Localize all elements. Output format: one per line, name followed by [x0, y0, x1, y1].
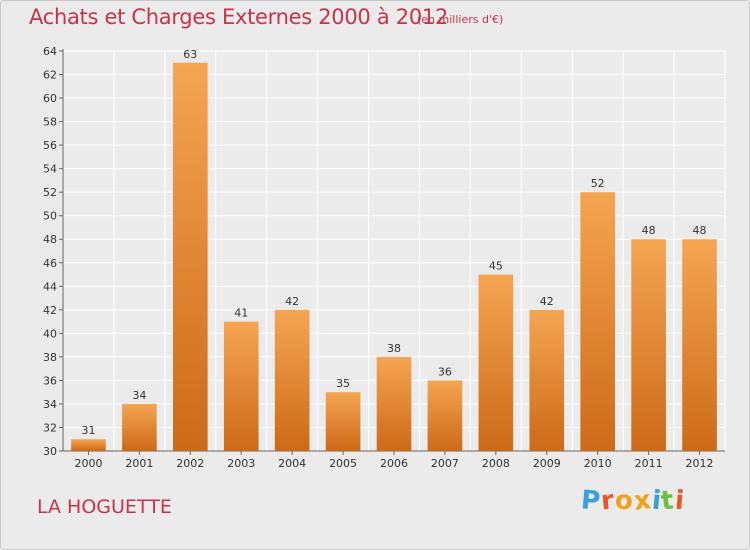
y-tick-label: 62: [43, 69, 57, 82]
data-label: 42: [285, 295, 299, 308]
y-tick-label: 60: [43, 92, 57, 105]
logo-letter: i: [673, 485, 687, 517]
data-label: 35: [336, 377, 350, 390]
bar: [325, 392, 361, 451]
data-label: 41: [234, 307, 248, 320]
x-tick-label: 2002: [176, 457, 204, 470]
x-tick-label: 2011: [635, 457, 663, 470]
y-tick-label: 54: [43, 163, 57, 176]
data-label: 52: [591, 177, 605, 190]
y-tick-label: 50: [43, 210, 57, 223]
data-label: 63: [183, 48, 197, 61]
bars: [71, 62, 717, 452]
bar: [478, 274, 514, 451]
data-label: 34: [132, 389, 146, 402]
location-label: LA HOGUETTE: [37, 496, 172, 518]
bar: [631, 239, 666, 451]
y-tick-label: 46: [43, 257, 57, 270]
data-label: 31: [81, 424, 95, 437]
proxiti-logo: Proxiti: [580, 485, 687, 517]
x-tick-label: 2004: [278, 457, 306, 470]
x-tick-label: 2012: [686, 457, 714, 470]
bar: [71, 439, 106, 451]
y-tick-label: 42: [43, 304, 57, 317]
y-tick-label: 38: [43, 351, 57, 364]
bar: [529, 309, 565, 451]
x-tick-label: 2005: [329, 457, 357, 470]
y-tick-label: 36: [43, 374, 57, 387]
data-labels: 31 34 63 41 42 35 38 36 45 42 52 48 48: [81, 48, 706, 437]
y-tick-label: 44: [43, 280, 57, 293]
y-tick-label: 48: [43, 233, 57, 246]
bar: [427, 380, 463, 451]
y-tick-label: 32: [43, 421, 57, 434]
data-label: 48: [693, 224, 707, 237]
y-tick-label: 40: [43, 327, 57, 340]
x-tick-label: 2007: [431, 457, 459, 470]
bar: [122, 403, 157, 451]
y-tick-label: 64: [43, 45, 57, 58]
x-tick-label: 2009: [533, 457, 561, 470]
x-tick-label: 2008: [482, 457, 510, 470]
y-tick-labels: 30 32 34 36 38 40 42 44 46 48 50 52 54 56 58 60 62 64: [43, 45, 57, 458]
bar: [172, 62, 208, 451]
data-label: 36: [438, 365, 452, 378]
x-tick-label: 2000: [74, 457, 102, 470]
x-tick-labels: 2000 2001 2002 2003 2004 2005 2006 2007 2008 2009…: [74, 457, 713, 470]
y-tick-label: 58: [43, 116, 57, 129]
x-tick-label: 2001: [125, 457, 153, 470]
y-tick-label: 56: [43, 139, 57, 152]
chart-unit: (en milliers d'€): [417, 13, 504, 26]
bar: [682, 239, 717, 451]
bar: [223, 321, 259, 451]
data-label: 48: [642, 224, 656, 237]
data-label: 45: [489, 260, 503, 273]
data-label: 38: [387, 342, 401, 355]
data-label: 42: [540, 295, 554, 308]
bar: [580, 192, 616, 452]
y-tick-label: 34: [43, 398, 57, 411]
chart-title: Achats et Charges Externes 2000 à 2012: [29, 5, 449, 29]
bar: [376, 356, 412, 451]
x-tick-label: 2006: [380, 457, 408, 470]
x-tick-label: 2010: [584, 457, 612, 470]
y-tick-label: 52: [43, 186, 57, 199]
bar: [274, 309, 310, 451]
x-tick-label: 2003: [227, 457, 255, 470]
y-tick-label: 30: [43, 445, 57, 458]
